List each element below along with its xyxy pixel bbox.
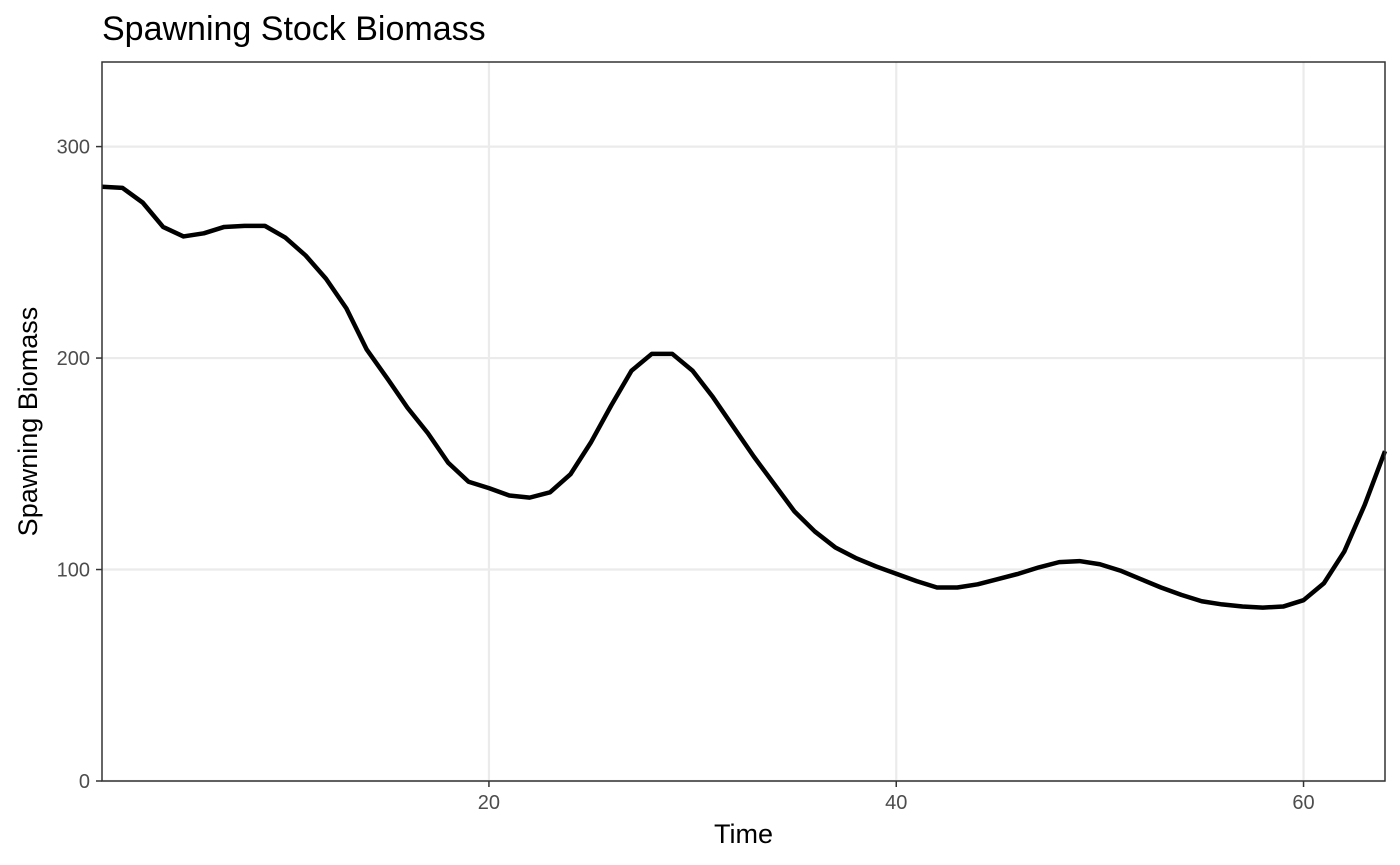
x-tick-label: 20 — [478, 792, 500, 814]
x-axis-title: Time — [714, 819, 773, 849]
x-tick-label: 60 — [1292, 792, 1314, 814]
series-layer — [101, 184, 1388, 610]
series-line — [101, 184, 1388, 610]
y-tick-label: 200 — [57, 348, 90, 370]
y-tick-label: 300 — [57, 137, 90, 159]
x-tick-label: 40 — [885, 792, 907, 814]
chart-title: Spawning Stock Biomass — [102, 10, 486, 48]
grid-layer — [102, 62, 1385, 783]
y-tick-label: 100 — [57, 560, 90, 582]
panel-border — [101, 61, 1386, 782]
y-tick-label: 0 — [79, 771, 90, 793]
y-axis-title: Spawning Biomass — [13, 307, 43, 537]
axis-layer: 20 40 60 0 100 200 300 — [57, 137, 1315, 814]
